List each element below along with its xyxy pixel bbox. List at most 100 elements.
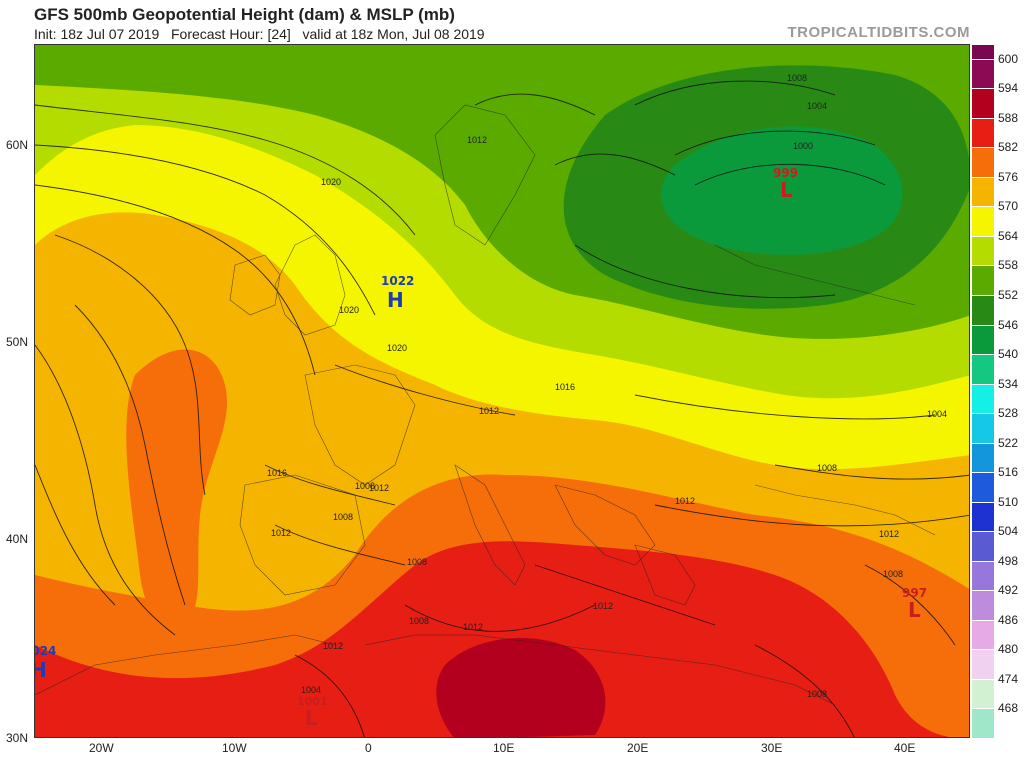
isobar-label: 1008 — [355, 481, 375, 491]
legend-swatch — [972, 58, 994, 89]
isobar-label: 1008 — [333, 512, 353, 522]
isobar-label: 1020 — [339, 305, 359, 315]
lon-label-20e: 20E — [627, 741, 649, 755]
isobar-label: 1012 — [479, 406, 499, 416]
legend-label: 510 — [998, 494, 1019, 509]
forecast-map: 1008 1004 1000 1012 1020 1020 1020 1016 … — [34, 44, 970, 738]
legend-swatch — [972, 206, 994, 236]
legend-swatch — [972, 619, 994, 650]
low-pressure-marker: L — [908, 598, 921, 622]
isobar-label: 1012 — [271, 528, 291, 538]
legend-swatch — [972, 44, 994, 59]
legend-label: 492 — [998, 583, 1019, 598]
legend-swatch — [972, 88, 994, 118]
isobar-label: 1012 — [879, 529, 899, 539]
lat-label-50n: 50N — [6, 335, 29, 349]
legend-swatch — [972, 501, 994, 532]
legend-swatch — [972, 295, 994, 325]
legend-swatch — [972, 678, 994, 709]
legend-label: 552 — [998, 288, 1019, 303]
low-pressure-marker: L — [780, 178, 793, 202]
legend-label: 570 — [998, 199, 1019, 214]
lon-label-30e: 30E — [761, 741, 783, 755]
isobar-label: 1008 — [807, 689, 827, 699]
high-pressure-marker: H — [387, 288, 404, 312]
legend-swatch — [972, 590, 994, 620]
legend-swatch — [972, 413, 994, 443]
isobar-label: 1012 — [369, 483, 389, 493]
isobar-label: 1016 — [555, 382, 575, 392]
legend-label: 540 — [998, 347, 1019, 362]
lon-label-0: 0 — [365, 741, 372, 755]
lon-label-20w: 20W — [89, 741, 114, 755]
high-pressure-marker: H — [35, 658, 47, 682]
legend-label: 528 — [998, 406, 1019, 421]
isobar-label: 1008 — [787, 73, 807, 83]
color-legend — [972, 44, 994, 738]
legend-label: 468 — [998, 701, 1019, 716]
isobar-label: 1008 — [407, 557, 427, 567]
high-pressure-value: 1022 — [381, 274, 414, 288]
map-subtitle: Init: 18z Jul 07 2019 Forecast Hour: [24… — [34, 26, 485, 42]
legend-swatch — [972, 472, 994, 502]
legend-label: 522 — [998, 435, 1019, 450]
legend-swatch — [972, 235, 994, 266]
legend-label: 516 — [998, 465, 1019, 480]
legend-label: 558 — [998, 258, 1019, 273]
map-title: GFS 500mb Geopotential Height (dam) & MS… — [34, 5, 455, 24]
legend-label: 582 — [998, 140, 1019, 155]
isobar-label: 1020 — [321, 177, 341, 187]
legend-swatch — [972, 531, 994, 561]
legend-label: 480 — [998, 642, 1019, 657]
legend-swatch — [972, 560, 994, 591]
isobar-label: 1008 — [409, 616, 429, 626]
isobar-label: 1012 — [675, 496, 695, 506]
legend-label: 498 — [998, 553, 1019, 568]
pressure-centers: 1022 H 1024 H 999 L 997 L 1001 L — [35, 166, 927, 730]
legend-label: 600 — [998, 51, 1019, 66]
isobar-labels: 1008 1004 1000 1012 1020 1020 1020 1016 … — [267, 73, 947, 699]
low-pressure-value: 997 — [902, 586, 927, 600]
legend-label: 594 — [998, 81, 1019, 96]
legend-swatch — [972, 442, 994, 473]
legend-swatch — [972, 117, 994, 148]
isobar-label: 1016 — [267, 468, 287, 478]
legend-label: 534 — [998, 376, 1019, 391]
low-pressure-value: 1001 — [297, 695, 328, 708]
legend-swatch — [972, 708, 994, 738]
legend-label: 474 — [998, 671, 1019, 686]
isobar-label: 1008 — [883, 569, 903, 579]
lon-label-40e: 40E — [894, 741, 916, 755]
legend-label: 486 — [998, 612, 1019, 627]
isobar-label: 1004 — [301, 685, 321, 695]
brand-watermark: TROPICALTIDBITS.COM — [787, 24, 970, 41]
height-field: 1008 1004 1000 1012 1020 1020 1020 1016 … — [35, 45, 969, 737]
legend-label: 564 — [998, 228, 1019, 243]
legend-swatch — [972, 324, 994, 355]
legend-swatch — [972, 649, 994, 679]
isobar-label: 1012 — [593, 601, 613, 611]
lat-label-40n: 40N — [6, 532, 29, 546]
isobar-label: 1008 — [817, 463, 837, 473]
isobar-label: 1012 — [467, 135, 487, 145]
lon-label-10e: 10E — [493, 741, 515, 755]
isobar-label: 1020 — [387, 343, 407, 353]
high-pressure-value: 1024 — [35, 644, 56, 658]
legend-label: 576 — [998, 169, 1019, 184]
legend-swatch — [972, 147, 994, 177]
legend-swatch — [972, 354, 994, 384]
isobar-label: 1004 — [927, 409, 947, 419]
isobar-label: 1012 — [463, 622, 483, 632]
isobar-label: 1004 — [807, 101, 827, 111]
low-pressure-marker: L — [305, 706, 318, 730]
low-pressure-value: 999 — [773, 166, 798, 180]
lat-label-30n: 30N — [6, 731, 29, 745]
isobar-label: 1000 — [793, 141, 813, 151]
lon-label-10w: 10W — [222, 741, 247, 755]
legend-label: 588 — [998, 110, 1019, 125]
isobar-label: 1012 — [323, 641, 343, 651]
legend-swatch — [972, 176, 994, 207]
legend-swatch — [972, 265, 994, 296]
lat-label-60n: 60N — [6, 138, 29, 152]
legend-label: 504 — [998, 524, 1019, 539]
